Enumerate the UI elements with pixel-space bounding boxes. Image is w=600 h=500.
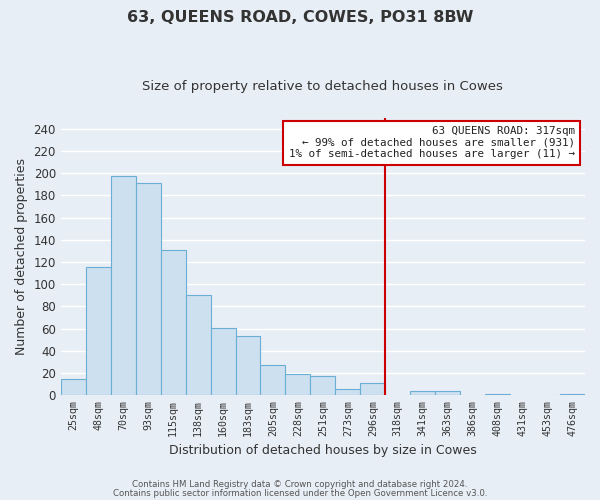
Bar <box>185 296 211 396</box>
Text: 63 QUEENS ROAD: 317sqm
← 99% of detached houses are smaller (931)
1% of semi-det: 63 QUEENS ROAD: 317sqm ← 99% of detached… <box>289 126 575 160</box>
Bar <box>310 376 335 396</box>
Bar <box>211 328 236 396</box>
Bar <box>335 388 361 396</box>
Bar <box>111 176 136 396</box>
Bar <box>286 374 310 396</box>
Bar <box>86 266 111 396</box>
Bar <box>61 378 86 396</box>
Text: Contains HM Land Registry data © Crown copyright and database right 2024.: Contains HM Land Registry data © Crown c… <box>132 480 468 489</box>
Bar <box>161 250 185 396</box>
Bar <box>260 366 286 396</box>
Bar <box>560 394 585 396</box>
Bar <box>410 391 435 396</box>
Bar <box>136 184 161 396</box>
Bar <box>485 394 510 396</box>
Y-axis label: Number of detached properties: Number of detached properties <box>15 158 28 355</box>
Bar <box>236 336 260 396</box>
Bar <box>361 383 385 396</box>
Bar <box>435 391 460 396</box>
Text: Contains public sector information licensed under the Open Government Licence v3: Contains public sector information licen… <box>113 488 487 498</box>
Text: 63, QUEENS ROAD, COWES, PO31 8BW: 63, QUEENS ROAD, COWES, PO31 8BW <box>127 10 473 25</box>
X-axis label: Distribution of detached houses by size in Cowes: Distribution of detached houses by size … <box>169 444 477 458</box>
Title: Size of property relative to detached houses in Cowes: Size of property relative to detached ho… <box>142 80 503 93</box>
